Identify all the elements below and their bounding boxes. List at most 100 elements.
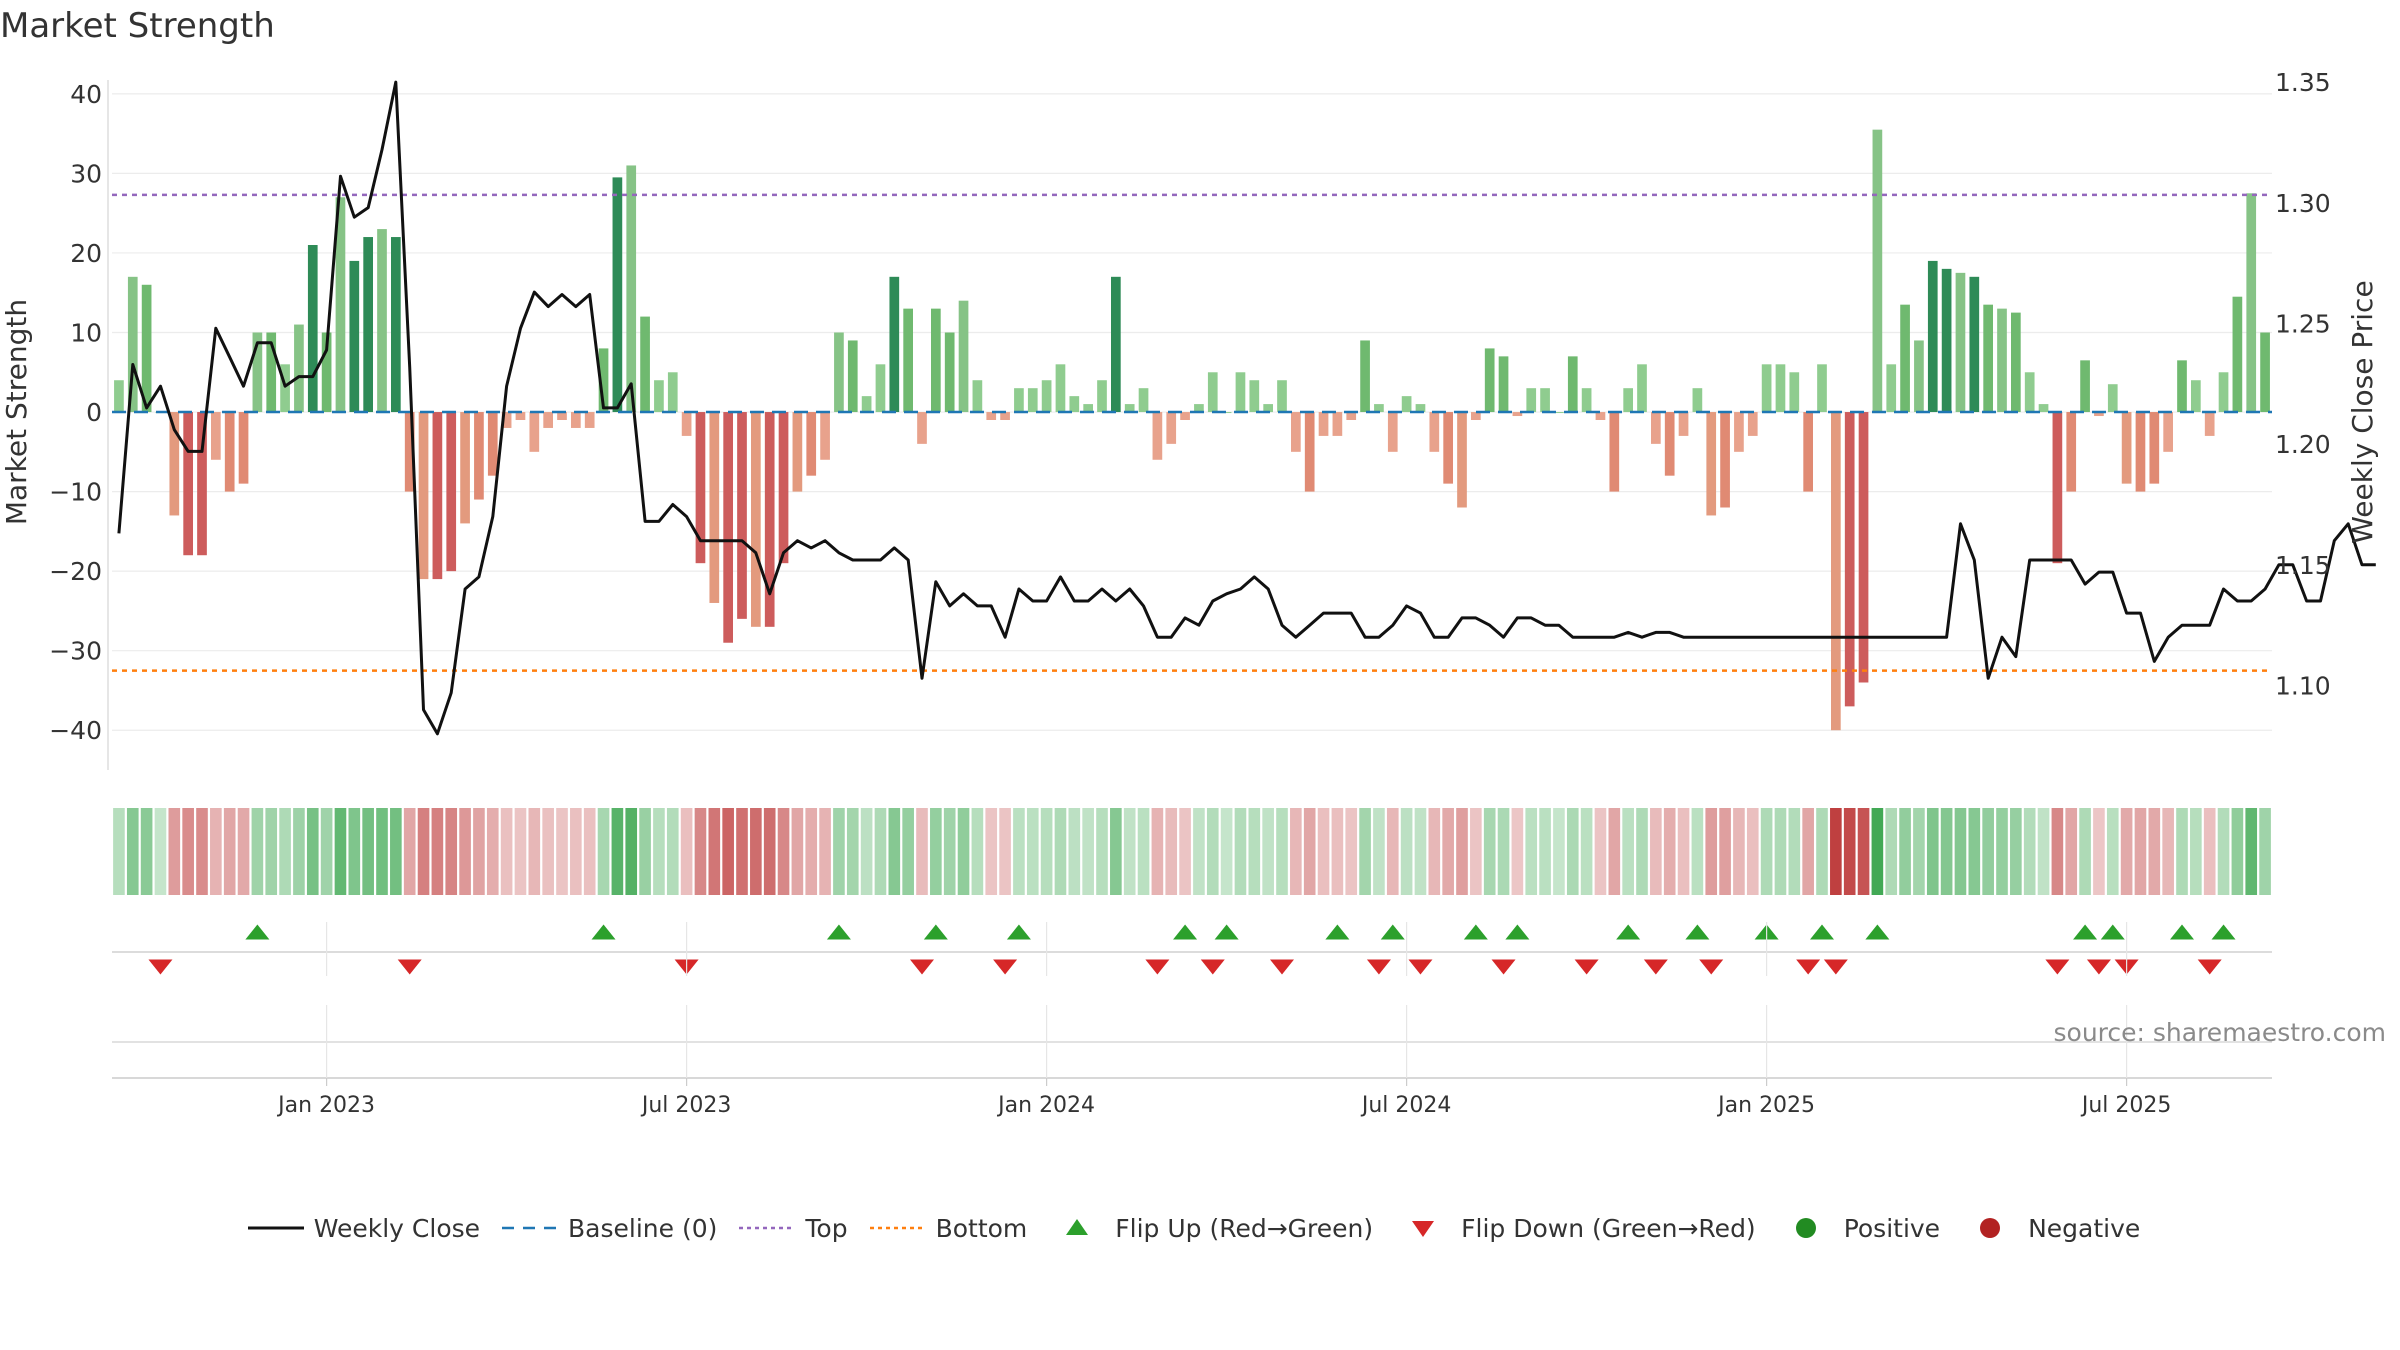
strength-bar <box>1000 412 1010 420</box>
heat-cell <box>860 808 873 895</box>
strength-bar <box>474 412 484 500</box>
heat-cell <box>1816 808 1828 895</box>
heat-cell <box>210 808 222 895</box>
strength-bar <box>141 284 152 413</box>
heat-cell <box>2148 808 2161 895</box>
strength-bar <box>1152 412 1163 460</box>
strength-bar <box>266 332 277 413</box>
heat-cell <box>1040 808 1053 895</box>
heat-cell <box>320 808 333 895</box>
strength-bar <box>335 197 346 413</box>
flip-up-marker <box>2100 924 2125 940</box>
y-tick-label: −30 <box>49 637 102 666</box>
heat-cell <box>265 808 278 895</box>
heat-cell <box>1830 808 1842 895</box>
heat-cell <box>1276 808 1288 895</box>
strength-bar <box>1858 412 1869 683</box>
legend-symbol-icon <box>1066 1219 1089 1235</box>
strength-bar <box>1567 356 1578 413</box>
flip-up-marker <box>2211 924 2236 940</box>
legend-label: Baseline (0) <box>568 1213 718 1243</box>
legend-symbol-icon <box>869 1226 926 1230</box>
heat-cell <box>1234 808 1247 895</box>
strength-bar <box>1415 404 1426 413</box>
heat-cell <box>459 808 471 895</box>
strength-bar <box>612 177 623 413</box>
strength-bar <box>889 276 900 413</box>
strength-bar <box>1097 380 1107 413</box>
heat-cell <box>639 808 651 895</box>
flip-down-marker <box>1408 959 1433 975</box>
flip-up-marker <box>245 924 270 940</box>
y-tick-label: −20 <box>49 557 102 586</box>
strength-bar <box>127 276 138 413</box>
flip-down-marker <box>2045 959 2070 975</box>
heat-cell <box>1442 808 1454 895</box>
heat-cell <box>1165 808 1178 895</box>
strength-bar <box>2135 412 2146 492</box>
flip-down-marker <box>1699 959 1724 975</box>
x-tick-label: Jan 2023 <box>276 1093 375 1118</box>
heat-cell <box>1871 808 1884 895</box>
strength-bar <box>654 380 664 413</box>
heat-cell <box>1386 808 1399 895</box>
heat-cell <box>597 808 610 895</box>
heat-cell <box>943 808 956 895</box>
flip-down-marker <box>1200 959 1225 975</box>
strength-bar <box>751 412 761 627</box>
weekly-close-line <box>117 80 2376 736</box>
flip-down-marker <box>993 959 1018 975</box>
heat-cell <box>833 808 845 895</box>
heat-cell <box>1566 808 1579 895</box>
heat-cell <box>1262 808 1274 895</box>
heat-cell <box>2051 808 2064 895</box>
strength-bar <box>709 412 720 603</box>
legend-symbol-icon <box>1980 1218 2001 1238</box>
strength-bar <box>2052 412 2063 564</box>
x-tick-label: Jan 2025 <box>1716 1093 1815 1118</box>
strength-bar <box>875 364 886 413</box>
heat-cell <box>182 808 194 895</box>
strength-bar <box>571 412 581 428</box>
strength-bar <box>806 412 817 476</box>
heat-cell <box>306 808 319 895</box>
strength-bar <box>1595 412 1606 420</box>
heat-cell <box>2134 808 2147 895</box>
strength-bar <box>958 300 969 413</box>
heat-cell <box>431 808 444 895</box>
strength-bar <box>501 412 512 428</box>
strength-bar <box>1927 260 1938 413</box>
strength-bar <box>1803 412 1813 492</box>
strength-bar <box>1789 372 1800 413</box>
heat-cell <box>570 808 582 895</box>
heat-cell <box>1843 808 1856 895</box>
legend-label: Flip Down (Green→Red) <box>1461 1213 1756 1243</box>
heat-cell <box>2203 808 2216 895</box>
heat-cell <box>1650 808 1662 895</box>
heat-cell <box>1359 808 1371 895</box>
heat-cell <box>514 808 527 895</box>
heat-cell <box>1746 808 1759 895</box>
strength-bar <box>294 324 304 413</box>
heat-cell <box>500 808 513 895</box>
strength-bar <box>861 396 872 413</box>
strength-bar <box>1720 412 1730 508</box>
strength-bar <box>667 372 678 413</box>
strength-bar <box>1111 276 1121 413</box>
y-tick-label: −10 <box>49 478 102 507</box>
legend-item: Top <box>737 1213 848 1243</box>
flip-down-marker <box>1643 959 1668 975</box>
strength-bar <box>695 412 706 564</box>
heat-cell <box>1913 808 1925 895</box>
strength-bar <box>2011 312 2021 413</box>
strength-bar <box>280 364 290 413</box>
strength-bar <box>820 412 830 460</box>
heat-cell <box>1400 808 1413 895</box>
heat-cell <box>486 808 499 895</box>
strength-bar <box>1941 268 1952 413</box>
heat-cell <box>2010 808 2022 895</box>
heat-cell <box>625 808 638 895</box>
heat-cell <box>2106 808 2119 895</box>
heat-cell <box>1026 808 1039 895</box>
heat-cell <box>1511 808 1524 895</box>
